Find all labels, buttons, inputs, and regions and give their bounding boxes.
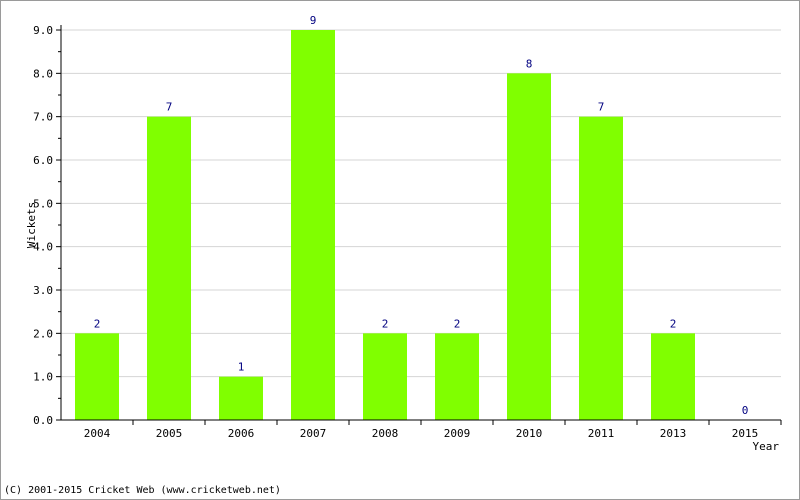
y-tick-label: 8.0 xyxy=(33,67,53,80)
bar xyxy=(147,116,191,421)
bar-value-label: 2 xyxy=(454,317,461,330)
bar-value-label: 2 xyxy=(382,317,389,330)
bar xyxy=(291,30,335,420)
x-tick-label: 2004 xyxy=(84,427,111,440)
bar-value-label: 7 xyxy=(598,101,605,114)
bar xyxy=(75,333,119,420)
x-tick-label: 2015 xyxy=(732,427,759,440)
bar xyxy=(435,333,479,420)
y-tick-label: 1.0 xyxy=(33,371,53,384)
x-tick-label: 2013 xyxy=(660,427,687,440)
bar-value-label: 2 xyxy=(670,317,677,330)
bar xyxy=(651,333,695,420)
bar xyxy=(363,333,407,420)
bar-value-label: 9 xyxy=(310,14,317,27)
y-tick-label: 4.0 xyxy=(33,241,53,254)
y-tick-label: 3.0 xyxy=(33,284,53,297)
bar-value-label: 2 xyxy=(94,317,101,330)
bar-value-label: 1 xyxy=(238,361,245,374)
bar xyxy=(507,73,551,420)
bar xyxy=(579,116,623,421)
bar-value-label: 8 xyxy=(526,57,533,70)
copyright-text: (C) 2001-2015 Cricket Web (www.cricketwe… xyxy=(4,485,281,496)
x-tick-label: 2008 xyxy=(372,427,399,440)
x-axis-label: Year xyxy=(753,440,780,453)
y-tick-label: 9.0 xyxy=(33,24,53,37)
y-tick-label: 7.0 xyxy=(33,111,53,124)
bar xyxy=(219,376,263,420)
x-tick-label: 2006 xyxy=(228,427,255,440)
x-tick-label: 2010 xyxy=(516,427,543,440)
bar-value-label: 7 xyxy=(166,101,173,114)
x-tick-label: 2007 xyxy=(300,427,327,440)
y-axis-label: Wickets xyxy=(25,202,38,248)
bar-value-label: 0 xyxy=(742,404,749,417)
y-tick-label: 0.0 xyxy=(33,414,53,427)
bars: 2 7 1 9 2 2 8 7 2 0 xyxy=(75,14,749,421)
y-tick-label: 5.0 xyxy=(33,197,53,210)
x-tick-label: 2005 xyxy=(156,427,183,440)
x-tick-label: 2011 xyxy=(588,427,615,440)
x-tick-label: 2009 xyxy=(444,427,471,440)
y-tick-label: 6.0 xyxy=(33,154,53,167)
y-tick-label: 2.0 xyxy=(33,327,53,340)
